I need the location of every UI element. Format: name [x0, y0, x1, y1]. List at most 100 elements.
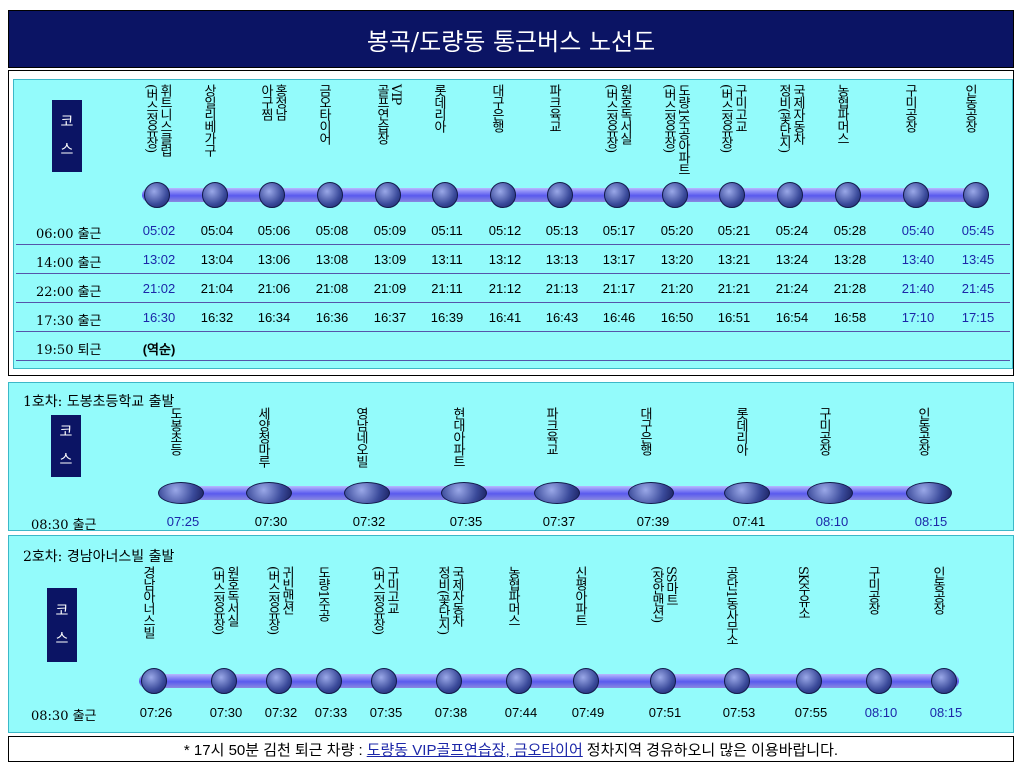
stop-name: SS마트 (장안맨션)	[649, 566, 678, 623]
time-cell: 07:26	[139, 705, 173, 720]
time-cell: 16:50	[660, 310, 694, 325]
time-cell: 07:33	[314, 705, 348, 720]
stop-name: 구미고교 (버스정유장)	[370, 566, 399, 635]
time-cell: 13:02	[142, 252, 176, 267]
time-cell: 13:20	[660, 252, 694, 267]
stop-node	[490, 182, 516, 208]
stop-name: 공단1동사무소	[723, 566, 738, 646]
time-cell: 07:25	[166, 514, 200, 529]
time-cell: 07:53	[722, 705, 756, 720]
time-cell: 05:11	[431, 223, 463, 238]
time-cell: 16:43	[545, 310, 579, 325]
stop-node	[662, 182, 688, 208]
stop-node	[650, 668, 676, 694]
stop-node	[573, 668, 599, 694]
time-cell: 13:12	[488, 252, 522, 267]
time-cell: 07:55	[794, 705, 828, 720]
main-route-panel: 코 스 휘트니스클럽 (버스정유장) 상일리베가구 홍정남 아구찜 금오타이어 VIP …	[8, 70, 1014, 376]
time-cell: 07:41	[732, 514, 766, 529]
stop-name: 홍정남 아구찜	[258, 84, 287, 120]
time-cell: 21:12	[488, 281, 522, 296]
time-cell: 21:08	[315, 281, 349, 296]
time-cell: 05:04	[200, 223, 234, 238]
footer-notice: * 17시 50분 김천 퇴근 차량 : 도량동 VIP골프연습장, 금오타이어…	[8, 736, 1014, 762]
footer-link[interactable]: 도량동 VIP골프연습장, 금오타이어	[366, 741, 583, 759]
stop-node	[604, 182, 630, 208]
stop-node	[534, 482, 580, 504]
stop-name: 경남아너스빌	[140, 566, 155, 638]
stop-name: 신평아파트	[572, 566, 587, 626]
time-cell: 21:21	[717, 281, 751, 296]
row-label: 14:00 출근	[36, 256, 102, 271]
row-label: 22:00 출근	[36, 285, 102, 300]
row-label: 08:30 출근	[31, 518, 97, 533]
time-cell: 05:09	[373, 223, 407, 238]
stop-name: 귀빈맨션 (버스정유장)	[265, 566, 294, 635]
stop-node	[963, 182, 989, 208]
stop-name: 금오타이어	[316, 84, 331, 144]
course-badge-char: 코	[60, 114, 74, 130]
time-cell: 16:32	[200, 310, 234, 325]
stop-node	[506, 668, 532, 694]
stop-name: 세양청마루	[255, 407, 270, 467]
time-row: 14:00 출근 13:02 13:04 13:06 13:08 13:09 13:11 13…	[16, 247, 1010, 274]
time-cell: 05:24	[775, 223, 809, 238]
stop-node	[246, 482, 292, 504]
course-badge-char: 코	[55, 603, 69, 619]
time-cell: 05:28	[833, 223, 867, 238]
time-cell: 21:28	[833, 281, 867, 296]
time-row: 08:30 출근 07:25 07:30 07:32 07:35 07:37 07:39 07…	[11, 509, 1005, 535]
stop-name: 현대아파트	[450, 407, 465, 467]
time-cell: 13:24	[775, 252, 809, 267]
time-cell: 21:17	[602, 281, 636, 296]
stop-name: 파크육교	[546, 84, 561, 132]
stop-node	[144, 182, 170, 208]
time-cell: 13:28	[833, 252, 867, 267]
time-cell: 13:04	[200, 252, 234, 267]
page-title: 봉곡/도량동 통근버스 노선도	[8, 10, 1014, 68]
stop-name: 원호독서실 (버스정유장)	[210, 566, 239, 635]
time-row: 22:00 출근 21:02 21:04 21:06 21:08 21:09 21:11 21…	[16, 276, 1010, 303]
stop-name: 구미고교 (버스정유장)	[718, 84, 747, 153]
time-cell: 16:34	[257, 310, 291, 325]
time-cell: 05:17	[602, 223, 636, 238]
stop-name: 농협파머스	[834, 84, 849, 144]
stop-name: 휘트니스클럽 (버스정유장)	[143, 84, 172, 156]
stop-node	[158, 482, 204, 504]
time-cell: 13:40	[901, 252, 935, 267]
stop-node	[807, 482, 853, 504]
stop-name: 국제자동차 정비(꽃단지)	[435, 566, 464, 635]
stop-name: 롯데리아	[431, 84, 446, 132]
time-cell: 16:37	[373, 310, 407, 325]
time-cell: 08:10	[864, 705, 898, 720]
course-badge-char: 코	[59, 424, 73, 440]
stop-name: 대구은행	[489, 84, 504, 132]
time-cell: 21:09	[373, 281, 407, 296]
time-cell: 17:15	[961, 310, 995, 325]
bus1-panel: 1호차: 도봉초등학교 출발 코 스 도봉초등 세양청마루 영남네오빌 현대아파트 파크…	[8, 382, 1014, 533]
stop-name: 농협파머스	[505, 566, 520, 626]
time-cell: 21:20	[660, 281, 694, 296]
time-cell: 21:06	[257, 281, 291, 296]
stop-name: 영남네오빌	[353, 407, 368, 467]
stop-node	[202, 182, 228, 208]
time-cell: 13:45	[961, 252, 995, 267]
time-cell: 16:51	[717, 310, 751, 325]
stop-node	[317, 182, 343, 208]
time-cell: 07:32	[352, 514, 386, 529]
stop-node	[266, 668, 292, 694]
bus1-title: 1호차: 도봉초등학교 출발	[23, 394, 175, 410]
stop-name: 상일리베가구	[201, 84, 216, 156]
time-cell: 08:10	[815, 514, 849, 529]
bus2-title: 2호차: 경남아너스빌 출발	[23, 549, 175, 565]
time-cell: 21:13	[545, 281, 579, 296]
course-badge-char: 스	[55, 631, 69, 647]
row-label: 19:50 퇴근	[36, 343, 102, 358]
time-cell: 07:49	[571, 705, 605, 720]
time-cell: 07:38	[434, 705, 468, 720]
time-cell: 05:06	[257, 223, 291, 238]
stop-name: 국제자동차 정비(꽃단지)	[776, 84, 805, 153]
route-line	[139, 674, 959, 688]
time-row: 17:30 출근 16:30 16:32 16:34 16:36 16:37 16:39 16…	[16, 305, 1010, 332]
stop-name: 파크육교	[543, 407, 558, 455]
